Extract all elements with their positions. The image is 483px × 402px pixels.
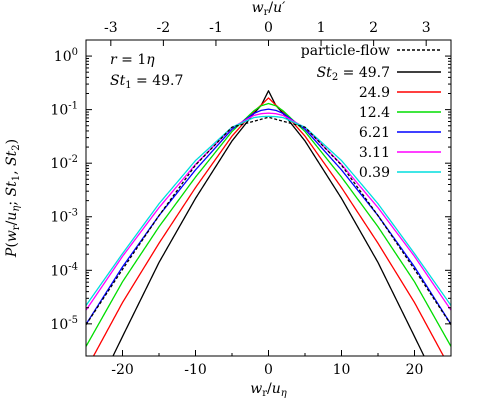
x-tick-label: -10 — [184, 362, 207, 378]
series-line-st2-0.39 — [86, 115, 451, 306]
plot-background — [86, 40, 451, 356]
y-axis-title: P(wr/uη; St1, St2) — [4, 139, 22, 258]
y-tick-label: 10-4 — [50, 261, 78, 279]
top-x-tick-label: -1 — [209, 20, 223, 36]
top-x-axis-title: wr/u′ — [252, 0, 287, 18]
y-tick-label: 10-5 — [50, 315, 78, 333]
series-line-st2-249.7 — [112, 90, 425, 356]
x-axis-title: wr/uη — [250, 381, 287, 399]
series-line-st2-12.4 — [86, 102, 451, 347]
y-tick-label: 10-3 — [50, 208, 78, 226]
top-x-tick-label: -3 — [104, 20, 118, 36]
series-line-st2-3.11 — [86, 112, 451, 311]
x-tick-label: -20 — [111, 362, 134, 378]
y-tick-label: 100 — [54, 47, 78, 65]
series-line-st2-24.9 — [92, 97, 445, 356]
y-tick-label: 10-2 — [50, 154, 78, 172]
x-tick-label: 20 — [406, 362, 424, 378]
curves — [86, 90, 451, 356]
ticks — [85, 40, 452, 356]
legend-label: 3.11 — [359, 145, 390, 161]
annotations: r = 1η St1 = 49.7 — [110, 52, 183, 91]
y-tick-label: 10-1 — [50, 101, 78, 119]
axis-titles: wr/u′ wr/uη P(wr/uη; St1, St2) — [4, 0, 287, 399]
top-x-tick-label: 0 — [264, 20, 273, 36]
top-x-tick-label: 1 — [317, 20, 326, 36]
legend-label: St2 = 49.7 — [317, 65, 390, 83]
x-tick-label: 10 — [333, 362, 351, 378]
top-x-tick-label: 3 — [422, 20, 431, 36]
plot-area — [86, 40, 451, 356]
legend-label: particle-flow — [301, 43, 390, 59]
legend-label: 0.39 — [359, 165, 390, 181]
annotation-st1: St1 = 49.7 — [110, 73, 183, 91]
legend-label: 24.9 — [359, 85, 390, 101]
top-x-tick-label: 2 — [369, 20, 378, 36]
top-x-tick-label: -2 — [157, 20, 171, 36]
annotation-separation: r = 1η — [110, 52, 155, 68]
x-tick-label: 0 — [264, 362, 273, 378]
legend: particle-flow St2 = 49.7 24.9 12.4 6.21 3.11 0… — [301, 43, 441, 181]
tick-labels: -20 -10 0 10 20-3 -2 -1 0 1 2 310010-110-210-310-4… — [50, 20, 430, 378]
legend-label: 6.21 — [359, 125, 390, 141]
legend-label: 12.4 — [359, 105, 390, 121]
